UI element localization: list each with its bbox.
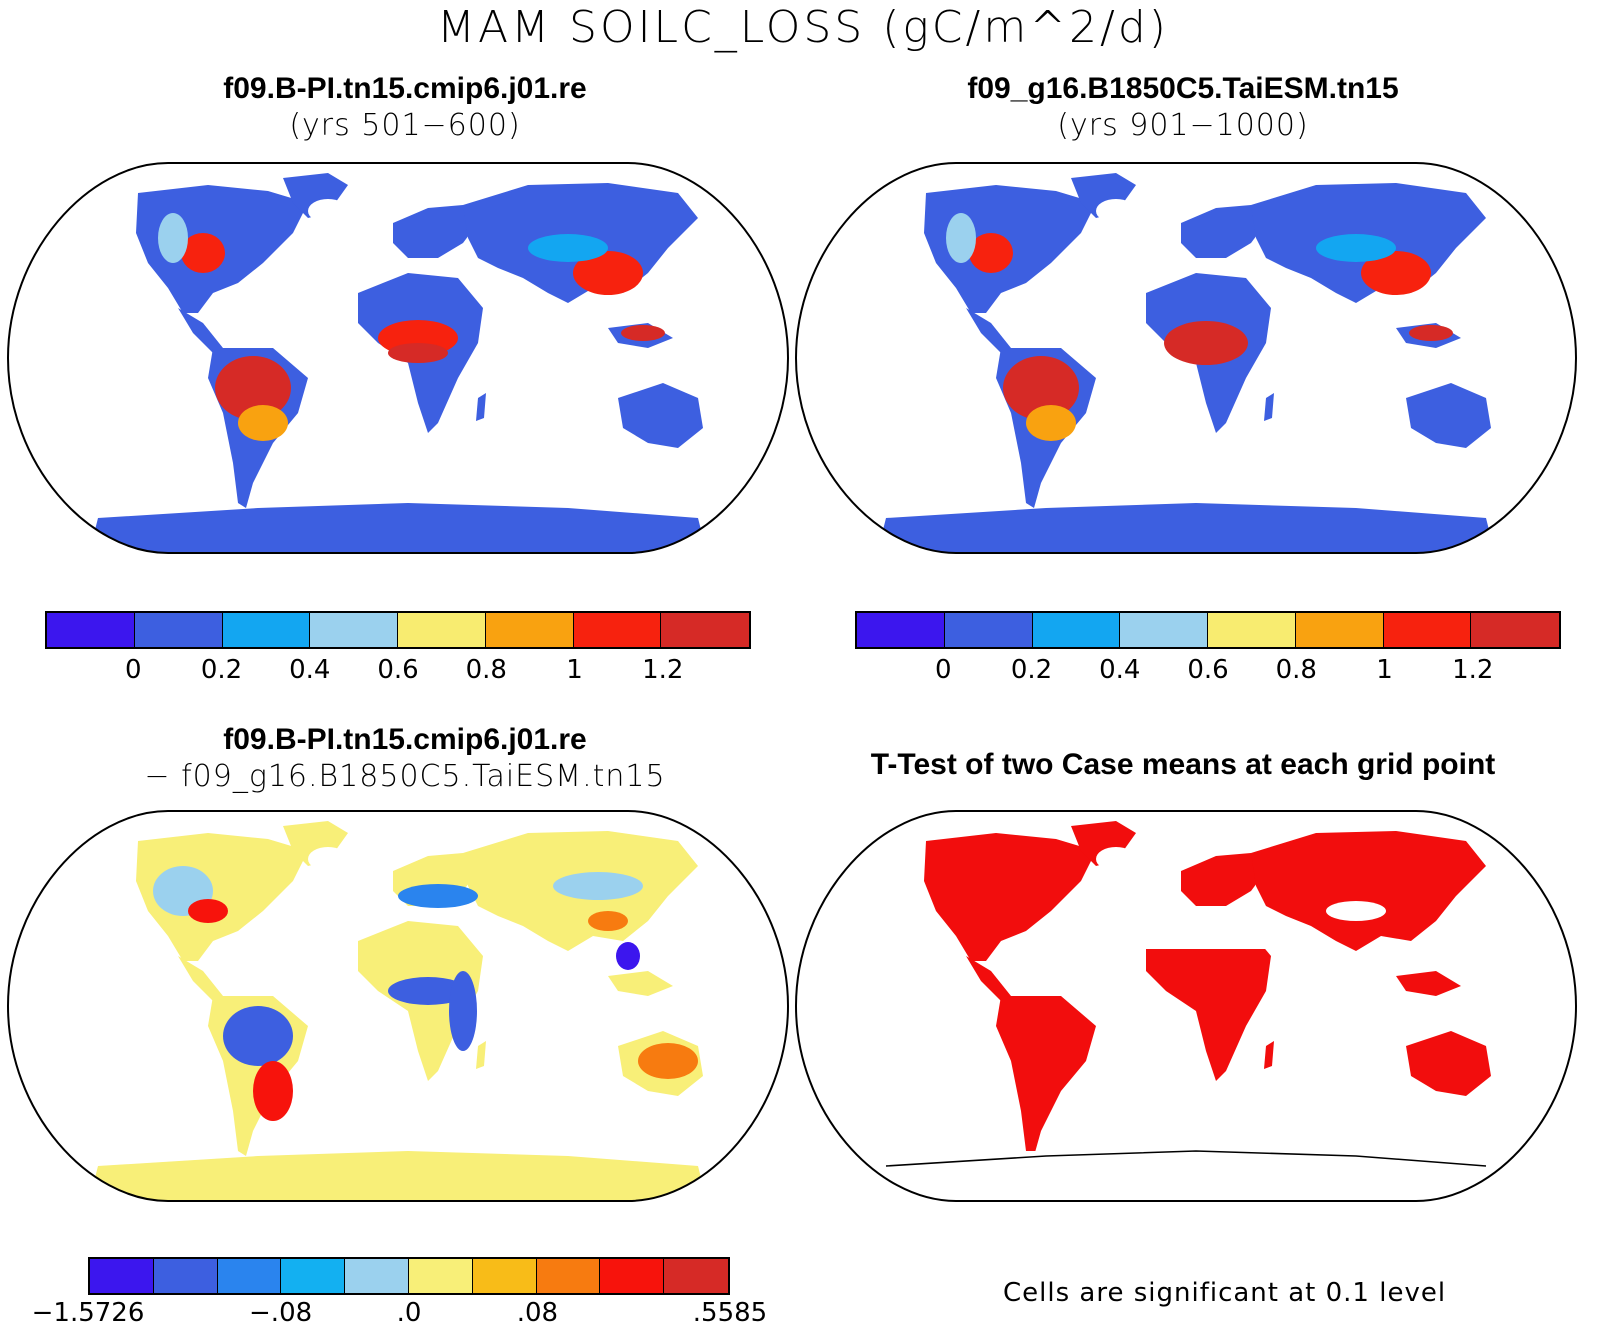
panel3-title: f09.B-PI.tn15.cmip6.j01.re	[223, 723, 587, 756]
panel2-colorbar-color-box	[1208, 613, 1296, 647]
panel1-colorbar-color-box	[310, 613, 398, 647]
panel3-colorbar-tick-label: .5585	[692, 1298, 768, 1328]
panel1-colorbar-tick-label: 1	[566, 655, 583, 685]
panel2-colorbar-tick-label: 0.4	[1099, 655, 1141, 685]
panel1-colorbar-color-box	[47, 613, 135, 647]
panel1-colorbar-color-box	[398, 613, 486, 647]
panel1-colorbar-labels: 0 0.2 0.4 0.6 0.8 1 1.2	[45, 655, 751, 687]
panel3-colorbar-color-box	[281, 1259, 346, 1293]
panel3-colorbar-color-box	[345, 1259, 409, 1293]
panel2-colorbar-labels: 0 0.2 0.4 0.6 0.8 1 1.2	[855, 655, 1561, 687]
panel3-colorbar-color-box	[664, 1259, 728, 1293]
panel1-colorbar	[45, 611, 751, 649]
panel3-colorbar-color-box	[408, 1259, 473, 1293]
panel2-colorbar-color-box	[944, 613, 1033, 647]
panel2-colorbar-tick-label: 1	[1376, 655, 1393, 685]
panel1-map	[6, 162, 790, 554]
panel3-colorbar-color-box	[472, 1259, 537, 1293]
panel2-colorbar-color-box	[1032, 613, 1121, 647]
panel3-globe-outline	[6, 810, 790, 1202]
significance-note: Cells are significant at 0.1 level	[1003, 1278, 1447, 1308]
panel3-colorbar-color-box	[153, 1259, 218, 1293]
panel3-colorbar-color-box	[536, 1259, 601, 1293]
panel1-colorbar-tick-label: 0.4	[289, 655, 331, 685]
panel1-colorbar-color-box	[661, 613, 749, 647]
panel1-colorbar-tick-label: 0.8	[465, 655, 507, 685]
panel1-subtitle: (yrs 501−600)	[289, 108, 521, 143]
panel3-colorbar	[88, 1257, 730, 1295]
panel2-colorbar-color-box	[1120, 613, 1208, 647]
panel3-map	[6, 810, 790, 1202]
panel3-colorbar-tick-label: .08	[516, 1298, 559, 1328]
panel1-globe-outline	[6, 162, 790, 554]
figure-title: MAM SOILC_LOSS (gC/m^2/d)	[437, 2, 1169, 53]
panel2-title-block: f09_g16.B1850C5.TaiESM.tn15 (yrs 901−100…	[783, 72, 1583, 143]
panel2-colorbar-color-box	[1295, 613, 1384, 647]
panel2-colorbar-tick-label: 0.6	[1187, 655, 1229, 685]
panel3-colorbar-color-box	[600, 1259, 665, 1293]
panel1-colorbar-tick-label: 0.6	[377, 655, 419, 685]
panel3-colorbar-labels: −1.5726 −.08 .0 .08 .5585	[32, 1298, 768, 1330]
panel3-colorbar-tick-label: −1.5726	[31, 1298, 145, 1328]
panel1-colorbar-tick-label: 0	[124, 655, 142, 685]
panel1-colorbar-color-box	[485, 613, 574, 647]
panel1-colorbar-tick-label: 0.2	[200, 655, 243, 685]
panel3-colorbar-color-box	[217, 1259, 282, 1293]
panel2-subtitle: (yrs 901−1000)	[1057, 108, 1309, 143]
panel4-globe-outline	[794, 810, 1578, 1202]
panel2-colorbar-tick-label: 0.8	[1275, 655, 1317, 685]
panel3-subtitle: − f09_g16.B1850C5.TaiESM.tn15	[144, 759, 666, 794]
panel2-colorbar-color-box	[857, 613, 945, 647]
panel4-title: T-Test of two Case means at each grid po…	[870, 748, 1496, 781]
panel2-colorbar-color-box	[1383, 613, 1472, 647]
panel2-colorbar-tick-label: 0	[934, 655, 952, 685]
panel2-colorbar-tick-label: 0.2	[1010, 655, 1053, 685]
panel3-title-block: f09.B-PI.tn15.cmip6.j01.re − f09_g16.B18…	[5, 723, 805, 794]
panel4-map	[794, 810, 1578, 1202]
panel2-colorbar-color-box	[1471, 613, 1559, 647]
panel1-colorbar-tick-label: 1.2	[642, 655, 684, 685]
panel2-title: f09_g16.B1850C5.TaiESM.tn15	[967, 72, 1399, 105]
panel1-colorbar-color-box	[134, 613, 223, 647]
panel2-globe-outline	[794, 162, 1578, 554]
panel1-colorbar-color-box	[573, 613, 662, 647]
panel2-colorbar	[855, 611, 1561, 649]
panel2-map	[794, 162, 1578, 554]
panel3-colorbar-tick-label: −.08	[249, 1298, 313, 1328]
panel1-title-block: f09.B-PI.tn15.cmip6.j01.re (yrs 501−600)	[5, 72, 805, 143]
panel1-colorbar-color-box	[222, 613, 311, 647]
panel2-colorbar-tick-label: 1.2	[1452, 655, 1494, 685]
panel1-title: f09.B-PI.tn15.cmip6.j01.re	[223, 72, 587, 105]
panel3-colorbar-color-box	[90, 1259, 154, 1293]
panel3-colorbar-tick-label: .0	[396, 1298, 422, 1328]
